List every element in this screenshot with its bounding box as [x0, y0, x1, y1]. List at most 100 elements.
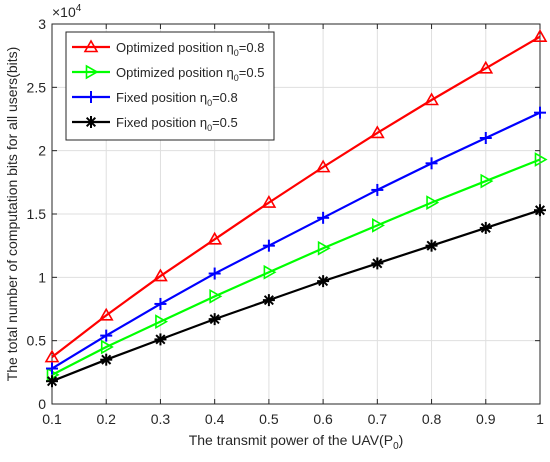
data-point: [317, 240, 331, 256]
series-line: [51, 111, 541, 370]
data-point: [317, 275, 330, 288]
data-point: [262, 294, 275, 307]
legend-label-subscript: 0: [234, 73, 239, 83]
legend-item-2: Optimized position η0=0.5: [72, 64, 264, 83]
x-tick-label: 0.6: [313, 411, 333, 427]
y-axis-label: The total number of computation bits for…: [4, 47, 20, 382]
data-point: [532, 29, 548, 42]
marker-ast-d2: [372, 258, 383, 269]
y-axis-exponent-base: ×10: [52, 4, 76, 20]
legend-label-suffix: =0.8: [239, 40, 265, 55]
marker-ast-d2: [263, 295, 274, 306]
data-point: [534, 152, 548, 167]
y-tick-label: 3: [38, 16, 46, 32]
data-point: [479, 221, 492, 234]
data-point: [46, 375, 58, 388]
marker-ast-d2: [480, 222, 491, 233]
y-tick-label: 1: [38, 269, 46, 285]
data-point: [208, 313, 221, 326]
series-group: [44, 29, 548, 388]
data-point: [425, 157, 438, 170]
y-tick-label: 0.5: [27, 333, 47, 349]
data-point: [100, 353, 113, 366]
legend-box: [65, 31, 275, 141]
series-line: [51, 158, 541, 376]
legend-label-name: Fixed position η: [116, 115, 207, 130]
data-point: [261, 194, 277, 208]
data-point: [154, 297, 167, 310]
data-point: [534, 106, 546, 119]
x-axis-ticks: 0.1 0.2 0.3 0.4 0.5 0.6 0.7 0.8 0.9 1: [42, 24, 544, 427]
data-point: [424, 92, 439, 106]
legend-label-name: Optimized position η: [116, 65, 234, 80]
data-point: [207, 231, 223, 245]
data-point: [426, 195, 440, 210]
legend-item-4: Fixed position η0=0.5: [72, 115, 238, 133]
x-axis-label-subscript: 0: [393, 441, 399, 452]
legend-label-subscript: 0: [207, 123, 212, 133]
legend-label-name: Fixed position η: [116, 90, 207, 105]
legend-marker: [85, 91, 97, 103]
y-axis-exponent: ×104: [52, 3, 82, 20]
y-axis-ticks: 0 0.5 1 1.5 2 2.5 3: [27, 16, 540, 412]
marker-ast-d2: [155, 334, 166, 345]
data-point: [479, 132, 492, 144]
x-tick-label: 0.3: [151, 411, 171, 427]
series-2: [46, 152, 548, 383]
data-point: [480, 173, 494, 189]
data-point: [478, 60, 494, 74]
data-point: [534, 204, 546, 217]
y-tick-label: 1.5: [27, 206, 47, 222]
data-point: [371, 183, 384, 196]
legend-label-suffix: =0.5: [239, 65, 265, 80]
x-tick-label: 0.8: [422, 411, 442, 427]
x-tick-label: 0.7: [368, 411, 388, 427]
marker-ast-d2: [85, 116, 97, 128]
data-point: [425, 239, 438, 252]
legend-marker: [85, 64, 99, 80]
data-point: [154, 333, 167, 346]
x-tick-label: 1: [536, 411, 544, 427]
y-tick-label: 0: [38, 396, 46, 412]
x-tick-label: 0.9: [476, 411, 496, 427]
data-point: [369, 125, 385, 139]
series-1: [44, 29, 548, 363]
x-tick-label: 0.5: [259, 411, 279, 427]
data-point: [153, 268, 168, 282]
legend-item-3: Fixed position η0=0.8: [72, 90, 238, 108]
data-point: [100, 339, 114, 355]
legend-label: Fixed position η0=0.8: [116, 90, 238, 108]
series-3: [46, 106, 546, 375]
y-tick-label: 2: [38, 143, 46, 159]
x-tick-label: 0.1: [42, 411, 62, 427]
marker-ast-d2: [318, 276, 329, 287]
series-line: [51, 209, 541, 383]
legend-label-subscript: 0: [234, 48, 239, 58]
x-axis-label-tail: ): [399, 432, 404, 448]
data-point: [263, 264, 277, 280]
data-point: [155, 314, 169, 330]
legend-label: Fixed position η0=0.5: [116, 115, 238, 133]
legend-label-subscript: 0: [207, 98, 212, 108]
marker-ast-d2: [46, 376, 58, 387]
data-point: [317, 211, 330, 224]
y-tick-label: 2.5: [27, 79, 47, 95]
legend-label: Optimized position η0=0.8: [116, 40, 264, 58]
legend-marker: [83, 39, 99, 53]
series-4: [46, 204, 546, 388]
data-point: [371, 257, 384, 270]
series-line: [51, 35, 541, 359]
marker-ast-d2: [534, 205, 546, 216]
data-point: [44, 349, 60, 363]
marker-ast-d2: [209, 314, 220, 325]
x-axis-label: The transmit power of the UAV(P0): [189, 432, 404, 452]
data-point: [209, 288, 223, 304]
marker-ast-d2: [426, 240, 437, 251]
legend-label-suffix: =0.5: [212, 115, 238, 130]
data-point: [208, 267, 221, 280]
marker-ast-d2: [101, 354, 112, 365]
x-tick-label: 0.2: [96, 411, 116, 427]
legend-label: Optimized position η0=0.5: [116, 65, 264, 83]
data-point: [372, 218, 385, 233]
data-point: [315, 159, 331, 173]
